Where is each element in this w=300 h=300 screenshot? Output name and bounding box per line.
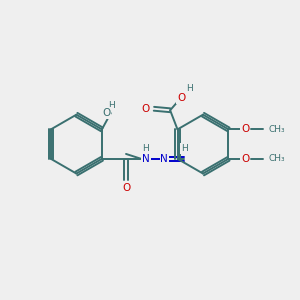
Text: N: N <box>142 154 150 164</box>
Text: H: H <box>142 144 149 153</box>
Text: N: N <box>160 154 168 164</box>
Text: H: H <box>181 144 188 153</box>
Text: O: O <box>177 93 185 103</box>
Text: H: H <box>186 84 193 93</box>
Text: CH₃: CH₃ <box>268 154 285 163</box>
Text: O: O <box>102 108 110 118</box>
Text: H: H <box>108 101 115 110</box>
Text: CH₃: CH₃ <box>268 125 285 134</box>
Text: O: O <box>122 183 130 193</box>
Text: O: O <box>142 104 150 114</box>
Text: O: O <box>241 124 249 134</box>
Text: O: O <box>241 154 249 164</box>
